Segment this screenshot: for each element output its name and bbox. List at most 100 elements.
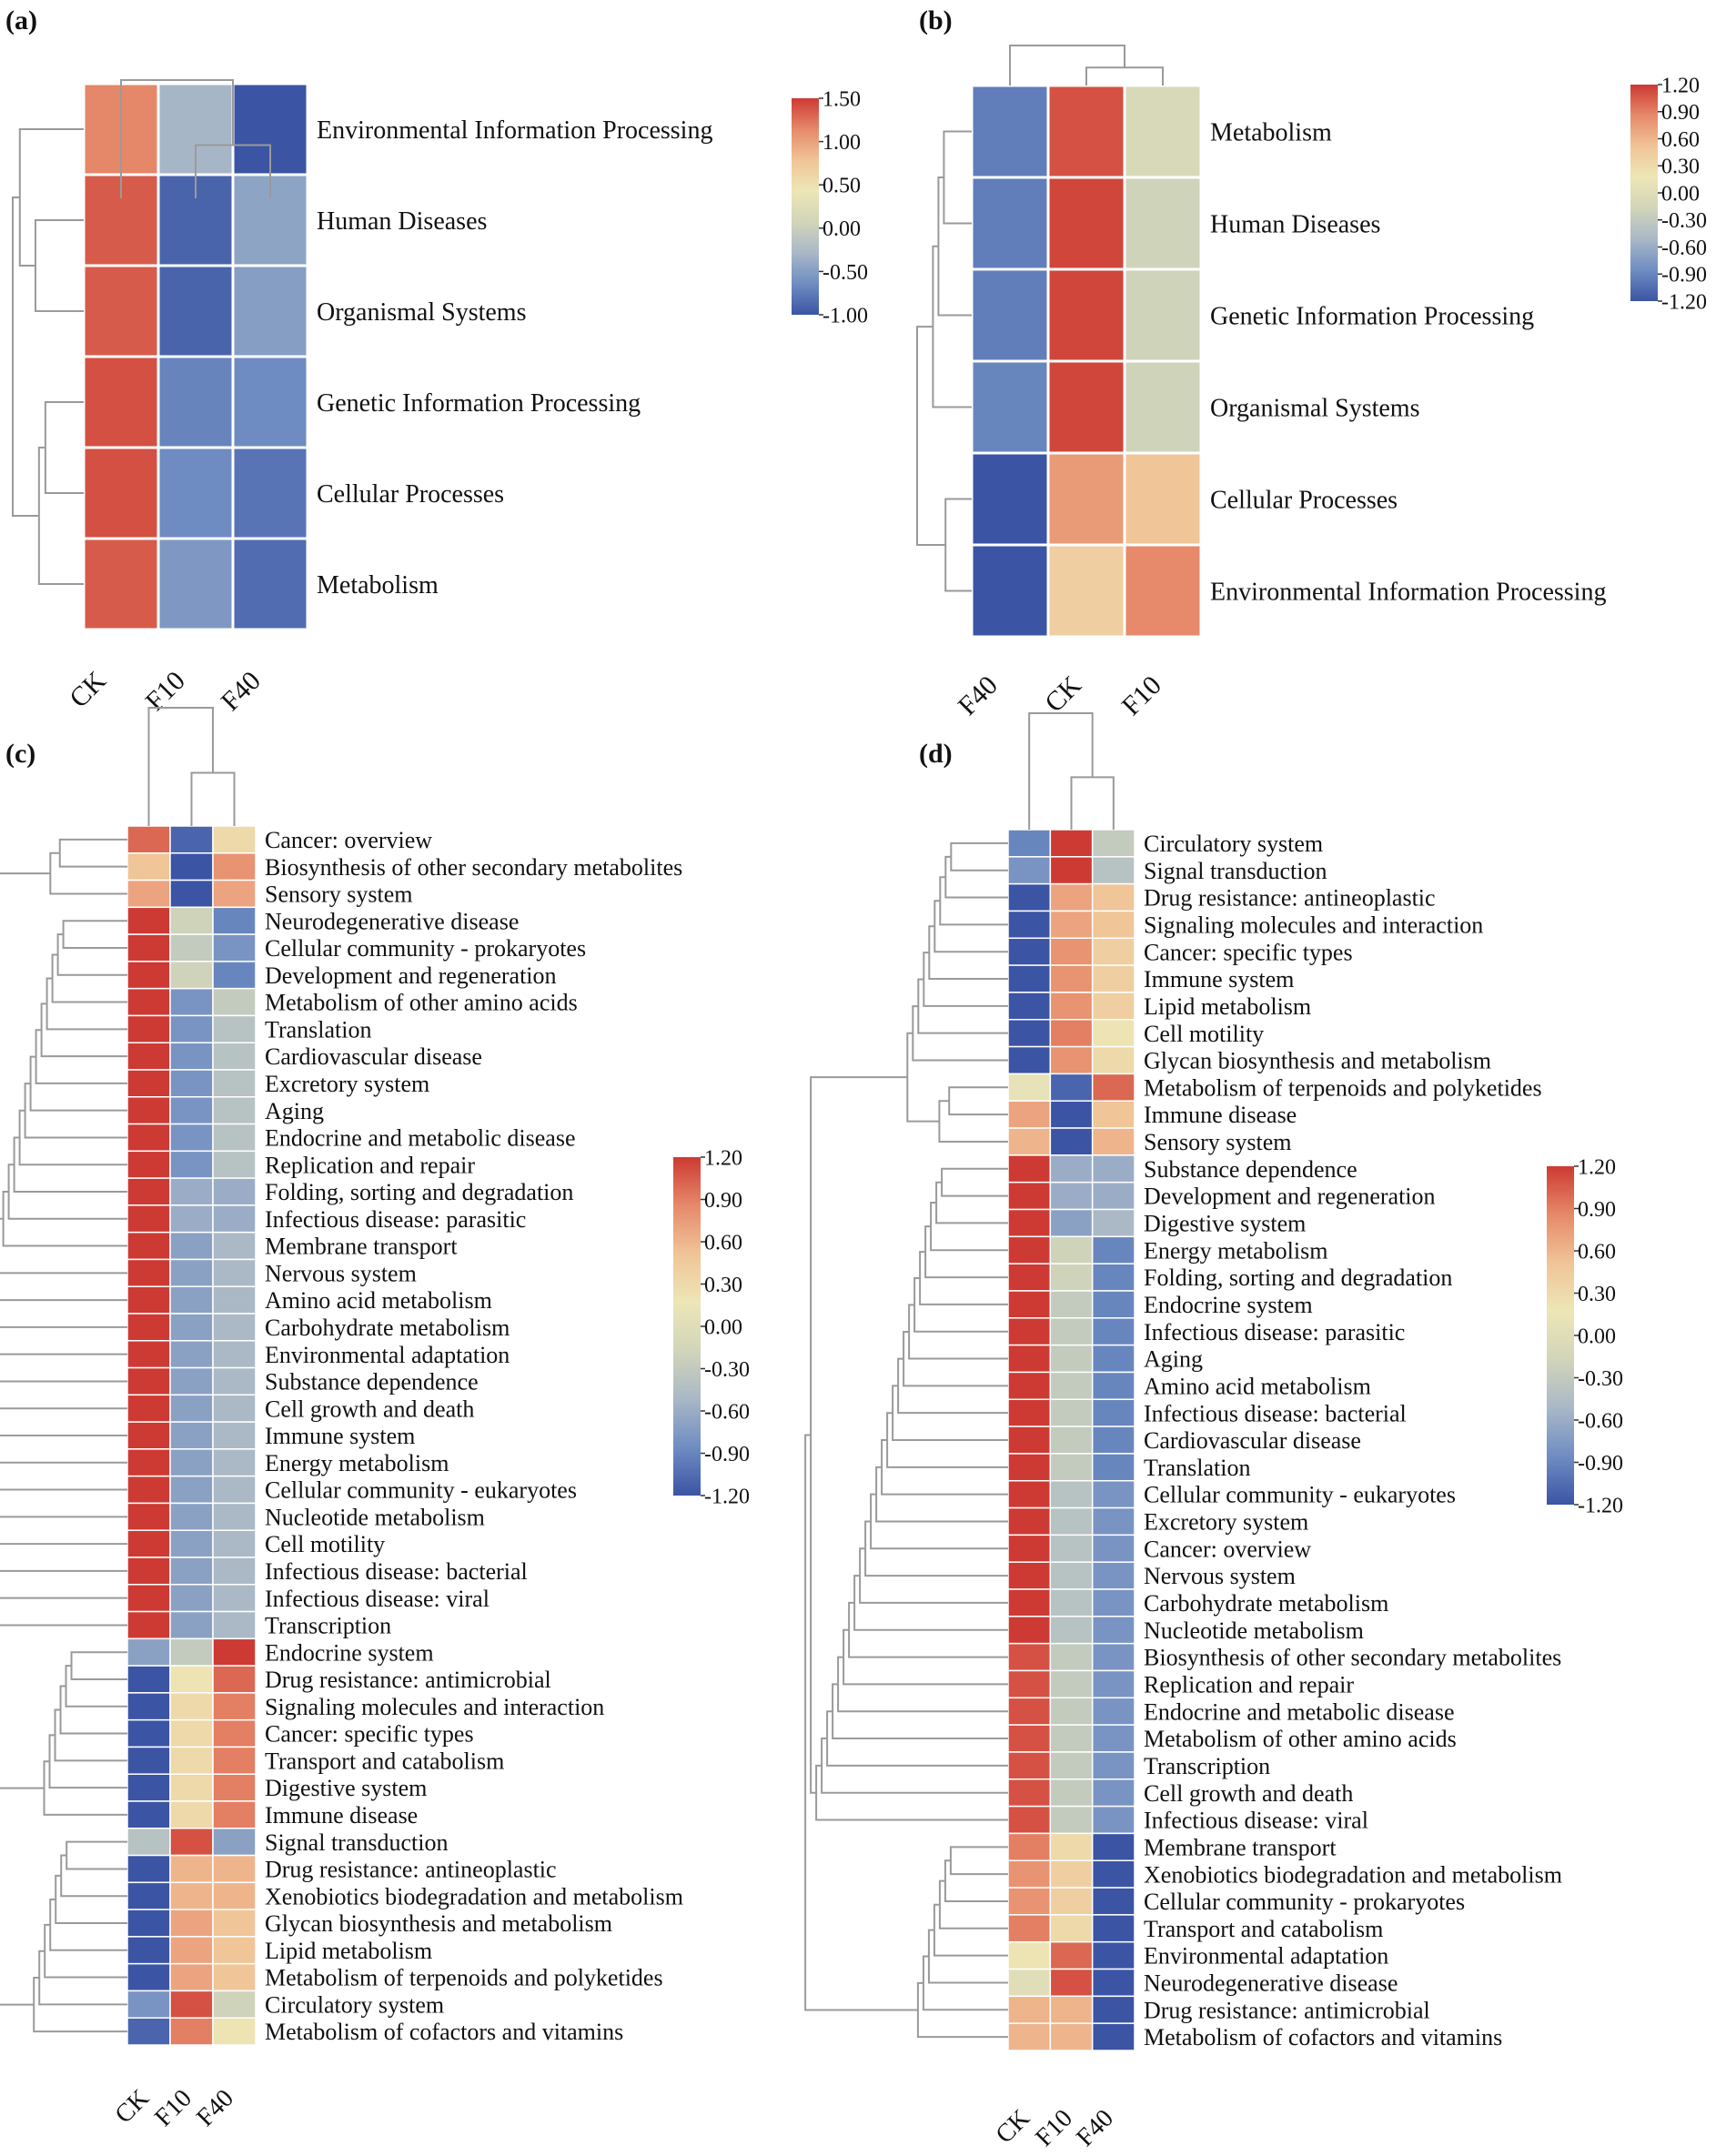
heatmap-cell bbox=[1049, 1073, 1094, 1102]
row-dendrogram-branch bbox=[944, 498, 972, 592]
heatmap-cell bbox=[1007, 1995, 1052, 2024]
row-dendrogram-branch bbox=[65, 1665, 127, 1708]
row-dendrogram-branch bbox=[930, 1202, 1008, 1252]
heatmap-cell bbox=[126, 1828, 171, 1857]
heatmap-cell bbox=[169, 1962, 214, 1992]
row-label: Transcription bbox=[265, 1613, 391, 1639]
heatmap-cell bbox=[126, 987, 171, 1017]
column-dendrogram-branch bbox=[1085, 66, 1164, 86]
heatmap-cell bbox=[212, 1069, 257, 1098]
heatmap-cell bbox=[169, 1285, 214, 1315]
heatmap-cell bbox=[1049, 1100, 1094, 1129]
row-label: Nucleotide metabolism bbox=[1144, 1617, 1364, 1644]
heatmap-cell bbox=[126, 1800, 171, 1829]
heatmap-cell bbox=[1091, 1778, 1135, 1808]
heatmap-cell bbox=[126, 1096, 171, 1125]
row-label: Energy metabolism bbox=[265, 1450, 449, 1476]
heatmap-cell bbox=[1007, 1968, 1052, 1998]
heatmap-cell bbox=[1007, 1371, 1052, 1401]
heatmap-cell bbox=[126, 852, 171, 882]
heatmap-cell bbox=[1049, 1968, 1094, 1998]
heatmap-cell bbox=[1091, 1995, 1135, 2024]
row-label: Amino acid metabolism bbox=[265, 1287, 492, 1314]
row-label: Transport and catabolism bbox=[265, 1748, 504, 1774]
row-label: Carbohydrate metabolism bbox=[1144, 1590, 1388, 1617]
row-label: Infectious disease: viral bbox=[1144, 1808, 1368, 1834]
row-label: Environmental Information Processing bbox=[317, 116, 712, 145]
legend-tick-label: -1.20 bbox=[1578, 1494, 1623, 1517]
heatmap-cell bbox=[1091, 1371, 1135, 1401]
heatmap-cell bbox=[1049, 829, 1094, 858]
heatmap-cell bbox=[1007, 1019, 1052, 1048]
row-dendrogram bbox=[916, 130, 972, 592]
heatmap-cell bbox=[212, 1909, 257, 1938]
legend-tick-label: 0.50 bbox=[823, 175, 861, 198]
heatmap-cell bbox=[1091, 1588, 1135, 1617]
legend-colorbar bbox=[792, 98, 819, 315]
heatmap-cell bbox=[126, 1042, 171, 1071]
heatmap-cell bbox=[1091, 1344, 1135, 1374]
heatmap-cell bbox=[1091, 1669, 1135, 1699]
row-label: Nervous system bbox=[265, 1260, 417, 1286]
heatmap-cell bbox=[1091, 1290, 1135, 1319]
heatmap-cell bbox=[126, 933, 171, 962]
row-label: Lipid metabolism bbox=[265, 1938, 432, 1964]
heatmap-cell bbox=[169, 852, 214, 882]
row-label: Human Diseases bbox=[1210, 210, 1380, 238]
row-label: Sensory system bbox=[265, 882, 413, 908]
heatmap-cell bbox=[126, 1231, 171, 1261]
heatmap-cell bbox=[1049, 856, 1094, 885]
heatmap-cell bbox=[1007, 1181, 1052, 1211]
panel-label: (b) bbox=[919, 5, 953, 35]
column-label: F10 bbox=[149, 2084, 197, 2132]
heatmap bbox=[126, 825, 257, 2046]
heatmap-cell bbox=[126, 1665, 171, 1694]
row-label: Genetic Information Processing bbox=[1210, 302, 1534, 330]
heatmap-cell bbox=[1007, 1669, 1052, 1699]
heatmap-cell bbox=[212, 1285, 257, 1315]
heatmap-cell bbox=[1049, 1263, 1094, 1292]
row-label: Translation bbox=[265, 1016, 372, 1043]
heatmap-cell bbox=[1007, 1805, 1052, 1835]
heatmap-cell bbox=[1091, 992, 1135, 1021]
heatmap-cell bbox=[1091, 2022, 1135, 2051]
row-label: Digestive system bbox=[1144, 1211, 1306, 1237]
row-label: Cellular Processes bbox=[317, 480, 504, 509]
row-labels: Metabolism Human Diseases Genetic Informat… bbox=[1210, 118, 1606, 606]
heatmap-cell bbox=[169, 1936, 214, 1965]
row-label: Metabolism of terpenoids and polyketides bbox=[1144, 1074, 1542, 1101]
heatmap-cell bbox=[212, 1421, 257, 1450]
heatmap-cell bbox=[169, 987, 214, 1017]
heatmap-cell bbox=[212, 1773, 257, 1802]
heatmap-cell bbox=[1091, 1887, 1135, 1916]
heatmap-cell bbox=[212, 961, 257, 990]
heatmap-cell bbox=[126, 1909, 171, 1938]
row-label: Nervous system bbox=[1144, 1563, 1296, 1589]
row-label: Signal transduction bbox=[265, 1829, 448, 1856]
row-dendrogram-branch bbox=[934, 900, 1008, 953]
heatmap-cell bbox=[1049, 1914, 1094, 1943]
row-dendrogram-branch bbox=[916, 326, 946, 546]
heatmap bbox=[1007, 829, 1135, 2051]
heatmap-cell bbox=[1049, 1506, 1094, 1536]
heatmap-cell bbox=[1091, 1317, 1135, 1346]
row-dendrogram-branch bbox=[804, 1434, 918, 2011]
heatmap-cell bbox=[1007, 1398, 1052, 1427]
heatmap-cell bbox=[1049, 882, 1094, 912]
heatmap-cell bbox=[169, 1854, 214, 1884]
row-label: Carbohydrate metabolism bbox=[265, 1315, 510, 1341]
heatmap-cell bbox=[212, 1881, 257, 1910]
legend-tick-label: 0.00 bbox=[704, 1315, 742, 1339]
row-dendrogram-branch bbox=[0, 2003, 35, 2006]
heatmap-cell bbox=[970, 84, 1050, 179]
row-dendrogram-branch bbox=[0, 1516, 127, 1518]
heatmap-cell bbox=[169, 879, 214, 909]
heatmap-cell bbox=[1007, 1100, 1052, 1129]
heatmap-cell bbox=[1007, 1453, 1052, 1482]
row-label: Xenobiotics biodegradation and metabolis… bbox=[1144, 1861, 1562, 1888]
heatmap-cell bbox=[126, 1394, 171, 1423]
heatmap-cell bbox=[1091, 1968, 1135, 1998]
heatmap-cell bbox=[1007, 1778, 1052, 1808]
row-label: Biosynthesis of other secondary metaboli… bbox=[1144, 1645, 1561, 1671]
